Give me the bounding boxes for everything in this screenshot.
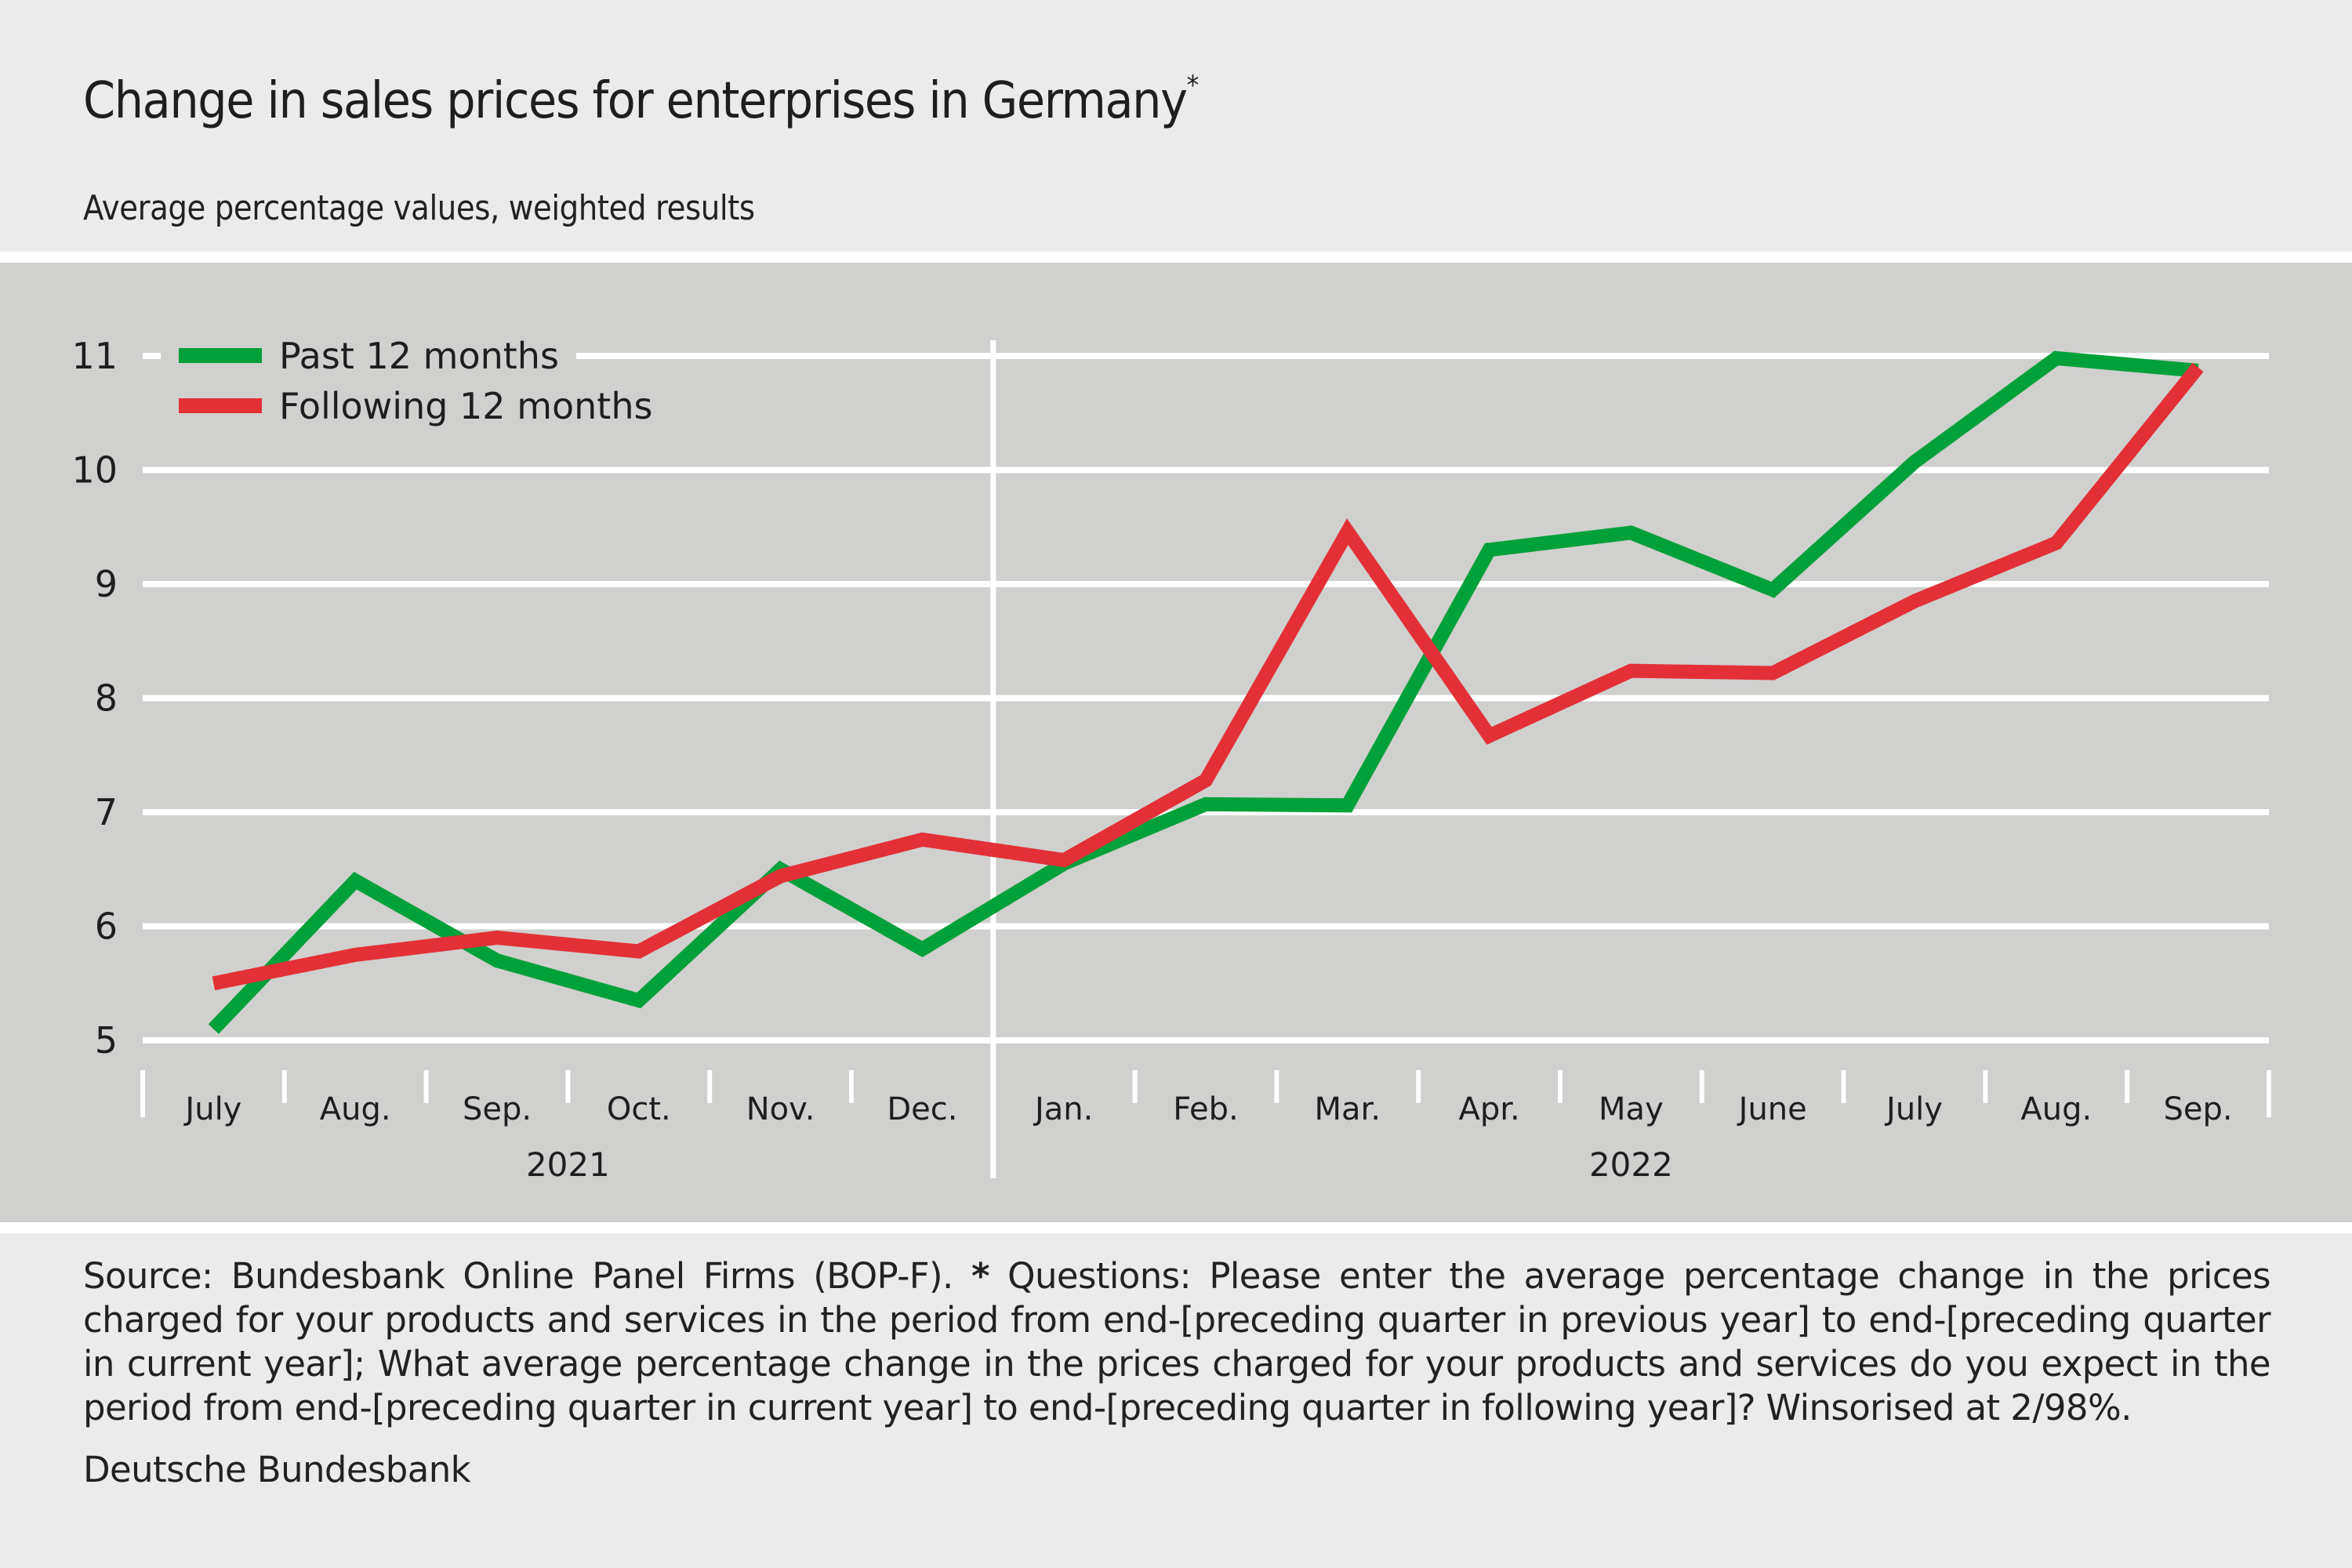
chart-subtitle: Average percentage values, weighted resu… xyxy=(83,188,755,228)
y-tick-label: 10 xyxy=(71,449,118,492)
footnote-mark: * xyxy=(971,1255,990,1297)
x-axis: July Aug. Sep. Oct. Nov. Dec. Jan. Feb. Mar. Apr.… xyxy=(140,1070,2271,1184)
legend: Past 12 months Following 12 months xyxy=(161,333,652,435)
x-tick-label: Nov. xyxy=(746,1091,815,1127)
series-lines xyxy=(208,350,2204,1034)
x-tick-label: Aug. xyxy=(320,1091,391,1127)
x-tick-label: Sep. xyxy=(2164,1091,2233,1127)
data-point xyxy=(1205,779,1207,781)
x-tick-label: Mar. xyxy=(1315,1091,1381,1127)
x-tick-label: Apr. xyxy=(1458,1091,1519,1127)
data-point xyxy=(354,880,356,881)
y-tick-label: 8 xyxy=(95,677,118,720)
data-point xyxy=(496,960,498,961)
data-point xyxy=(1489,735,1490,737)
chart-title: Change in sales prices for enterprises i… xyxy=(83,69,1200,130)
legend-label-past: Past 12 months xyxy=(279,335,559,377)
x-tick-label: Dec. xyxy=(887,1091,957,1127)
title-footnote-mark: * xyxy=(1186,69,1200,101)
gridlines xyxy=(143,340,2269,1178)
publisher-credit: Deutsche Bundesbank xyxy=(83,1449,471,1490)
data-point xyxy=(921,839,923,840)
data-point xyxy=(638,1000,640,1001)
data-point xyxy=(1630,670,1632,672)
year-label: 2022 xyxy=(1589,1145,1673,1184)
data-point xyxy=(638,951,640,953)
data-point xyxy=(212,982,214,984)
data-point xyxy=(1630,532,1632,534)
x-tick-label: Oct. xyxy=(607,1091,671,1127)
x-tick-label: June xyxy=(1737,1091,1807,1127)
y-tick-label: 11 xyxy=(71,335,118,377)
title-text: Change in sales prices for enterprises i… xyxy=(83,72,1188,130)
legend-label-following: Following 12 months xyxy=(279,385,652,427)
bottom-divider xyxy=(0,1222,2352,1233)
y-axis-labels: 5 6 7 8 9 10 11 xyxy=(71,335,118,1062)
x-tick-label: Jan. xyxy=(1033,1091,1093,1127)
line-chart: 5 6 7 8 9 10 11 July Aug. Sep. Oct. Nov. Dec. Jan. Fe… xyxy=(0,263,2352,1222)
legend-swatch-following xyxy=(179,398,262,413)
x-tick-label: Feb. xyxy=(1173,1091,1239,1127)
y-tick-label: 5 xyxy=(95,1019,118,1062)
x-tick-label: May xyxy=(1599,1091,1664,1127)
y-tick-label: 6 xyxy=(95,906,118,948)
legend-swatch-past xyxy=(179,348,262,363)
y-tick-label: 7 xyxy=(95,791,118,833)
data-point xyxy=(1063,859,1065,861)
year-label: 2021 xyxy=(526,1145,610,1184)
footnote-text: Questions: Please enter the average perc… xyxy=(83,1255,2271,1428)
top-divider xyxy=(0,252,2352,263)
source-text: Source: Bundesbank Online Panel Firms (B… xyxy=(83,1255,953,1297)
source-footnote: Source: Bundesbank Online Panel Firms (B… xyxy=(83,1254,2271,1430)
x-tick-label: Aug. xyxy=(2020,1091,2092,1127)
y-tick-label: 9 xyxy=(95,563,118,605)
data-point xyxy=(780,875,782,877)
data-point xyxy=(1347,804,1348,806)
x-tick-label: July xyxy=(1884,1091,1943,1127)
x-tick-label: July xyxy=(183,1091,241,1127)
x-tick-label: Sep. xyxy=(463,1091,532,1127)
data-point xyxy=(354,954,356,956)
